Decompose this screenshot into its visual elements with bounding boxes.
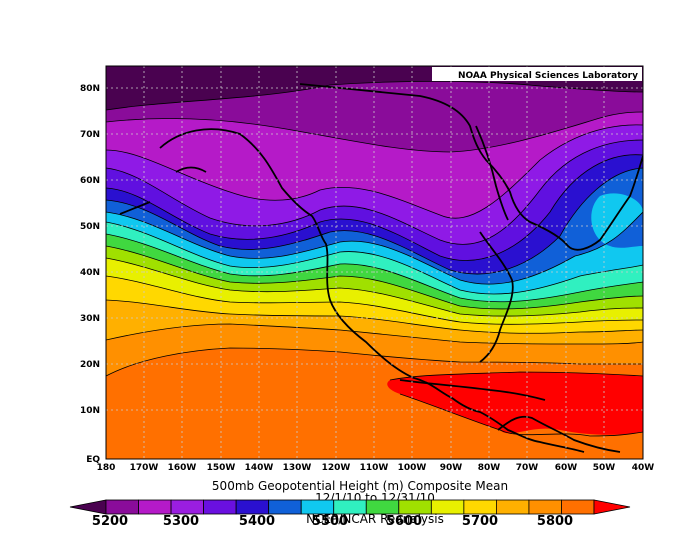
credit-text: NOAA Physical Sciences Laboratory: [458, 71, 638, 81]
title-line-3: NCEP/NCAR Reanalysis: [306, 512, 444, 526]
colorbar-label-5500: 5500: [312, 514, 348, 529]
colorbar-label-5300: 5300: [163, 514, 199, 529]
lon-label-100w: 100W: [398, 463, 427, 473]
colorbar-swatch: [495, 499, 530, 515]
colorbar-label-5400: 5400: [239, 514, 275, 529]
lon-label-150w: 150W: [207, 463, 236, 473]
colorbar-swatch: [528, 499, 562, 515]
height-field: [106, 66, 643, 459]
colorbar-label-5700: 5700: [462, 514, 498, 529]
colorbar-swatch: [203, 499, 237, 515]
lat-labels: 80N 70N 60N 50N 40N 30N 20N 10N EQ: [80, 84, 100, 465]
colorbar: [69, 499, 631, 515]
colorbar-label-5600: 5600: [386, 514, 422, 529]
lat-label-eq: EQ: [86, 455, 100, 465]
lon-label-90w: 90W: [440, 463, 463, 473]
colorbar-swatch: [463, 499, 497, 515]
lon-label-50w: 50W: [593, 463, 616, 473]
colorbar-left-arrow: [69, 499, 107, 515]
colorbar-labels: 5200 5300 5400 5500 5600 5700 5800: [92, 514, 573, 529]
colorbar-right-arrow: [593, 499, 631, 515]
colorbar-swatch: [235, 499, 270, 515]
lon-label-120w: 120W: [322, 463, 351, 473]
lon-label-80w: 80W: [478, 463, 501, 473]
lat-label-50n: 50N: [80, 222, 100, 232]
lon-label-40w: 40W: [632, 463, 655, 473]
colorbar-label-5800: 5800: [537, 514, 573, 529]
plot-frame: [105, 65, 644, 460]
lon-labels: 180 170W 160W 150W 140W 130W 120W 110W 1…: [97, 463, 655, 473]
lon-label-180: 180: [97, 463, 116, 473]
colorbar-label-5200: 5200: [92, 514, 128, 529]
coastlines: [119, 83, 643, 453]
colorbar-swatch: [170, 499, 204, 515]
graticule: [106, 66, 643, 459]
lat-label-20n: 20N: [80, 360, 100, 370]
credit-box: [432, 67, 642, 81]
lat-label-60n: 60N: [80, 176, 100, 186]
colorbar-swatch: [105, 499, 139, 515]
lat-label-70n: 70N: [80, 130, 100, 140]
lat-label-80n: 80N: [80, 84, 100, 94]
lon-label-130w: 130W: [283, 463, 312, 473]
colorbar-swatch: [268, 499, 302, 515]
lon-label-170w: 170W: [130, 463, 159, 473]
lat-label-40n: 40N: [80, 268, 100, 278]
lat-label-10n: 10N: [80, 406, 100, 416]
lon-label-70w: 70W: [516, 463, 539, 473]
lon-label-60w: 60W: [555, 463, 578, 473]
title-line-1: 500mb Geopotential Height (m) Composite …: [212, 479, 508, 493]
colorbar-swatch: [561, 499, 595, 515]
lat-label-30n: 30N: [80, 314, 100, 324]
colorbar-swatch: [138, 499, 172, 515]
lon-label-110w: 110W: [360, 463, 389, 473]
lon-label-160w: 160W: [168, 463, 197, 473]
lon-label-140w: 140W: [245, 463, 274, 473]
